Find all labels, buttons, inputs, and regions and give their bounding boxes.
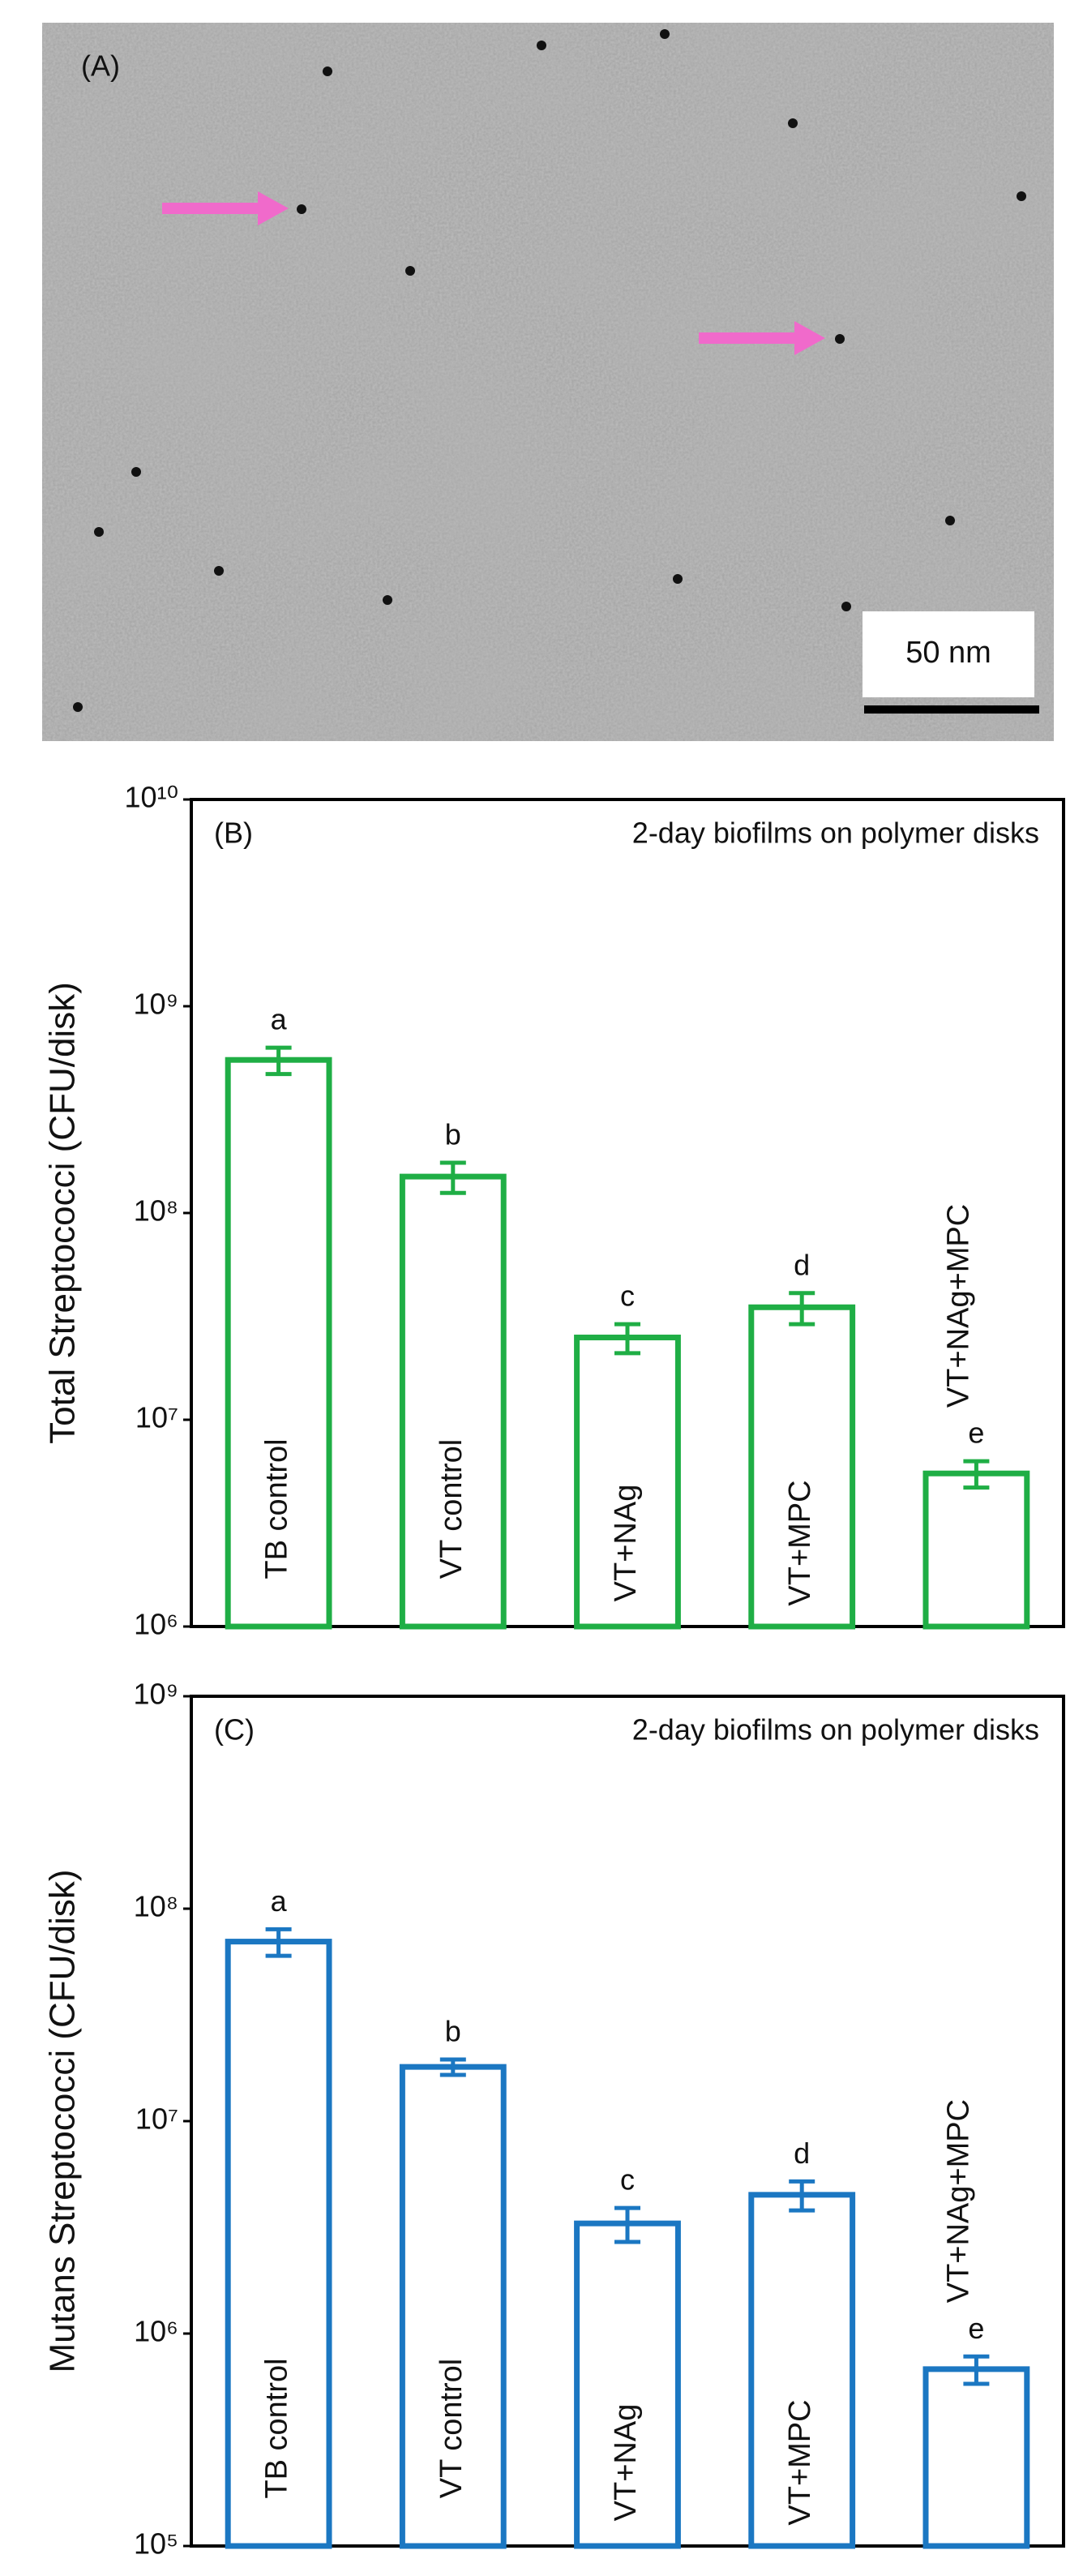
- category-label: VT+NAg+MPC: [941, 2099, 975, 2303]
- category-label: VT control: [434, 1439, 469, 1579]
- bar: [574, 1335, 681, 1630]
- category-label: VT+MPC: [783, 1480, 817, 1605]
- nanoparticles: [73, 29, 1026, 712]
- panel-title: 2-day biofilms on polymer disks: [632, 817, 1039, 850]
- category-label: VT+MPC: [783, 2399, 817, 2525]
- arrows: [162, 191, 825, 355]
- bar: [225, 1057, 332, 1630]
- y-axis-label: Total Streptococci (CFU/disk): [43, 982, 83, 1444]
- scale-bar-box: [863, 611, 1034, 697]
- y-tick-label: 10⁸: [134, 1194, 178, 1228]
- category-label: VT control: [434, 2359, 469, 2498]
- category-label: TB control: [260, 1438, 294, 1579]
- panel-label: (B): [214, 817, 253, 850]
- panel-title: 2-day biofilms on polymer disks: [632, 1713, 1039, 1747]
- significance-letter: d: [794, 2137, 810, 2170]
- category-label: VT+NAg: [609, 2404, 643, 2522]
- panel-label: (A): [81, 49, 120, 83]
- y-tick-label: 10⁹: [134, 988, 178, 1021]
- significance-letter: c: [620, 1279, 635, 1313]
- y-tick-label: 10⁷: [135, 2102, 178, 2136]
- category-label: VT+NAg: [609, 1485, 643, 1602]
- category-label: TB control: [260, 2358, 294, 2498]
- significance-letter: e: [968, 1417, 984, 1450]
- y-tick-label: 10⁵: [134, 2527, 178, 2561]
- y-axis-label: Mutans Streptococci (CFU/disk): [43, 1869, 83, 2372]
- significance-letter: a: [271, 1884, 288, 1918]
- bar: [225, 1939, 332, 2549]
- bar: [399, 2064, 507, 2549]
- significance-letter: b: [445, 1118, 461, 1151]
- tem-image: (A) 50 nm: [42, 23, 1054, 741]
- significance-letter: e: [968, 2312, 984, 2345]
- category-label: VT+NAg+MPC: [941, 1204, 975, 1408]
- y-tick-label: 10⁹: [134, 1678, 178, 1711]
- bar: [922, 2366, 1030, 2549]
- significance-letter: b: [445, 2015, 461, 2048]
- scale-bar-label: 50 nm: [905, 636, 991, 670]
- bar: [922, 1470, 1030, 1630]
- significance-letter: a: [271, 1003, 288, 1036]
- y-tick-label: 10⁶: [134, 1608, 178, 1641]
- panel-label: (C): [214, 1713, 255, 1747]
- scale-bar: [864, 705, 1039, 714]
- significance-letter: c: [620, 2163, 635, 2197]
- y-tick-label: 10⁷: [135, 1401, 178, 1434]
- y-tick-label: 10⁶: [134, 2315, 178, 2348]
- y-tick-label: 10¹⁰: [125, 781, 178, 814]
- y-tick-label: 10⁸: [134, 1890, 178, 1923]
- significance-letter: d: [794, 1248, 810, 1281]
